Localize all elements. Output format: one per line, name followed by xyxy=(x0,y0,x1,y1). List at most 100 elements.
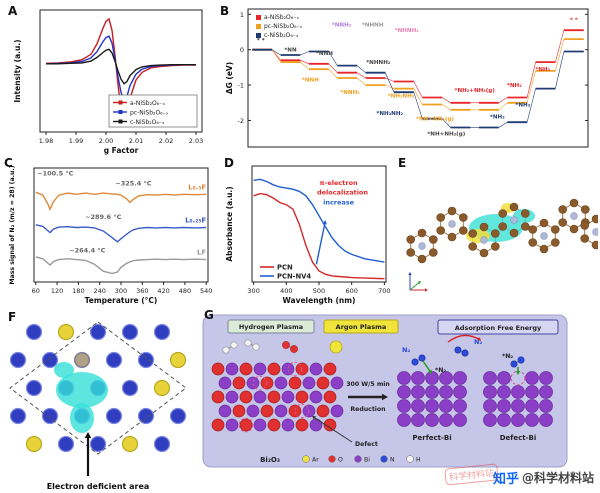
svg-text:420: 420 xyxy=(157,287,169,295)
svg-text:300: 300 xyxy=(115,287,127,295)
svg-text:PCN-NV4: PCN-NV4 xyxy=(277,273,311,281)
svg-text:-1: -1 xyxy=(238,82,244,90)
svg-text:*NH₃: *NH₃ xyxy=(535,67,550,73)
svg-text:*NHNH: *NHNH xyxy=(362,23,384,29)
svg-text:*NN: *NN xyxy=(284,48,297,54)
svg-text:Defect-Bi: Defect-Bi xyxy=(500,434,537,442)
svg-text:-2: -2 xyxy=(238,117,244,125)
svg-text:600: 600 xyxy=(345,287,357,295)
svg-text:2.02: 2.02 xyxy=(159,137,173,145)
svg-text:π-electron: π-electron xyxy=(320,179,359,187)
svg-text:~264.4 °C: ~264.4 °C xyxy=(69,247,106,255)
svg-text:*NHNH₂: *NHNH₂ xyxy=(366,60,391,66)
svg-text:Argon Plasma: Argon Plasma xyxy=(336,323,387,331)
svg-text:c-NiSb₂O₆₋ₓ: c-NiSb₂O₆₋ₓ xyxy=(264,32,299,39)
svg-text:*N₂: *N₂ xyxy=(502,353,513,360)
svg-text:2.01: 2.01 xyxy=(129,137,143,145)
panel-g-plasma-scheme: Hydrogen Plasma Argon Plasma Adsorption Fr… xyxy=(202,314,568,472)
svg-text:Bi: Bi xyxy=(364,457,370,464)
panel-label-f: F xyxy=(8,310,17,324)
svg-text:*N₂: *N₂ xyxy=(435,367,446,374)
svg-text:c-NiSb₂O₆₋ₓ: c-NiSb₂O₆₋ₓ xyxy=(130,119,165,126)
panel-label-b: B xyxy=(220,4,230,18)
svg-text:Absorbance (a.u.): Absorbance (a.u.) xyxy=(225,186,234,261)
panel-f-lattice: Electron deficient area xyxy=(4,316,196,493)
svg-text:~100.5 °C: ~100.5 °C xyxy=(37,170,74,178)
svg-text:Bi₂O₃: Bi₂O₃ xyxy=(260,456,280,464)
panel-b-free-energy: 1 0 -1 -2 ΔG (eV) a-NiSb₂O₆₋ₓ pc-NiSb₂O₆₋ₓ c-Ni… xyxy=(218,4,596,154)
svg-text:1.98: 1.98 xyxy=(39,137,53,145)
svg-text:400: 400 xyxy=(280,287,292,295)
svg-text:* *: * * xyxy=(570,17,578,23)
svg-text:ΔG (eV): ΔG (eV) xyxy=(225,62,234,94)
svg-text:2.00: 2.00 xyxy=(99,137,113,145)
svg-text:*NH+NH₃(g): *NH+NH₃(g) xyxy=(416,117,454,123)
svg-text:500: 500 xyxy=(313,287,325,295)
panel-d-absorbance: 300 400 500 600 700 Wavelength (nm) Absorbance… xyxy=(224,160,392,306)
svg-text:a-NiSb₂O₆₋ₓ: a-NiSb₂O₆₋ₓ xyxy=(264,14,299,21)
watermark: 科学材料站 知乎 @科学材料站 xyxy=(444,463,594,487)
svg-text:180: 180 xyxy=(72,287,84,295)
svg-text:60: 60 xyxy=(32,287,40,295)
svg-text:pc-NiSb₂O₆₋ₓ: pc-NiSb₂O₆₋ₓ xyxy=(130,110,169,117)
electron-deficient-lattice-figure: Electron deficient area xyxy=(9,321,187,491)
mass-signal-chart: 60 120 180 240 300 360 420 480 540 L₀.₅F L₀.₂₅F LF T… xyxy=(9,165,212,305)
svg-text:360: 360 xyxy=(136,287,148,295)
svg-text:*NNH₂: *NNH₂ xyxy=(332,23,352,29)
svg-text:a-NiSb₂O₆₋ₓ: a-NiSb₂O₆₋ₓ xyxy=(130,100,165,107)
svg-text:2.03: 2.03 xyxy=(189,137,203,145)
svg-text:*NH₂NH₂: *NH₂NH₂ xyxy=(376,111,403,117)
svg-text:N₂: N₂ xyxy=(402,346,410,354)
svg-text:~325.4 °C: ~325.4 °C xyxy=(115,179,152,187)
free-energy-diagram: 1 0 -1 -2 ΔG (eV) a-NiSb₂O₆₋ₓ pc-NiSb₂O₆₋ₓ c-Ni… xyxy=(225,8,589,148)
svg-text:Hydrogen Plasma: Hydrogen Plasma xyxy=(239,323,303,331)
svg-text:1: 1 xyxy=(240,11,244,19)
svg-text:*NNH: *NNH xyxy=(302,78,319,84)
absorbance-chart: 300 400 500 600 700 Wavelength (nm) Absorbance… xyxy=(225,165,391,305)
epr-spectrum-chart: 1.98 1.99 2.00 2.01 2.02 2.03 g Factor Intensit… xyxy=(13,9,203,155)
svg-text:*NHNH₂: *NHNH₂ xyxy=(395,28,420,34)
svg-text:N₂: N₂ xyxy=(474,338,482,346)
svg-text:300: 300 xyxy=(247,287,259,295)
svg-text:*NNH₂: *NNH₂ xyxy=(340,90,360,96)
svg-text:*NH₂+NH₃(g): *NH₂+NH₃(g) xyxy=(455,88,496,94)
svg-text:O: O xyxy=(338,457,343,464)
svg-text:Perfect-Bi: Perfect-Bi xyxy=(412,434,451,442)
svg-text:Mass signal of N₂ (m/z = 28) (: Mass signal of N₂ (m/z = 28) (a.u.) xyxy=(9,165,16,284)
svg-text:*NH+NH₃(g): *NH+NH₃(g) xyxy=(427,131,465,137)
panel-c-mass-signal: 60 120 180 240 300 360 420 480 540 L₀.₅F L₀.₂₅F LF T… xyxy=(2,160,218,306)
panel-label-e: E xyxy=(398,156,407,170)
svg-text:240: 240 xyxy=(93,287,105,295)
watermark-handle: @科学材料站 xyxy=(521,471,594,485)
svg-text:increase: increase xyxy=(323,199,355,207)
svg-text:H: H xyxy=(416,457,421,464)
svg-text:* *: * * xyxy=(257,38,265,44)
svg-text:540: 540 xyxy=(200,287,212,295)
svg-text:~289.6 °C: ~289.6 °C xyxy=(85,213,122,221)
svg-text:480: 480 xyxy=(179,287,191,295)
svg-text:Intensity (a.u.): Intensity (a.u.) xyxy=(13,39,22,102)
svg-text:Ar: Ar xyxy=(312,457,319,464)
svg-text:120: 120 xyxy=(51,287,63,295)
svg-text:g Factor: g Factor xyxy=(104,146,139,155)
svg-text:Defect: Defect xyxy=(355,441,378,448)
svg-text:N: N xyxy=(390,457,395,464)
svg-text:300 W/5 min: 300 W/5 min xyxy=(346,381,390,388)
svg-text:700: 700 xyxy=(378,287,390,295)
svg-text:delocalization: delocalization xyxy=(317,189,368,197)
svg-text:PCN: PCN xyxy=(277,264,293,272)
svg-text:pc-NiSb₂O₆₋ₓ: pc-NiSb₂O₆₋ₓ xyxy=(264,23,303,30)
panel-e-molecular-structure xyxy=(396,162,598,304)
svg-text:*NNH: *NNH xyxy=(316,51,333,57)
svg-text:0: 0 xyxy=(240,46,244,54)
svg-text:*NH₃: *NH₃ xyxy=(515,102,530,108)
svg-text:*NH₂NH₂: *NH₂NH₂ xyxy=(388,94,415,100)
panel-a-epr: 1.98 1.99 2.00 2.01 2.02 2.03 g Factor Intensit… xyxy=(10,4,210,156)
svg-text:*NH₂: *NH₂ xyxy=(490,115,505,121)
panel-label-g: G xyxy=(204,308,214,322)
svg-text:1.99: 1.99 xyxy=(69,137,83,145)
charge-density-molecule-figure xyxy=(406,198,598,292)
svg-text:Wavelength (nm): Wavelength (nm) xyxy=(283,296,356,305)
zhihu-logo: 知乎 xyxy=(492,472,519,487)
